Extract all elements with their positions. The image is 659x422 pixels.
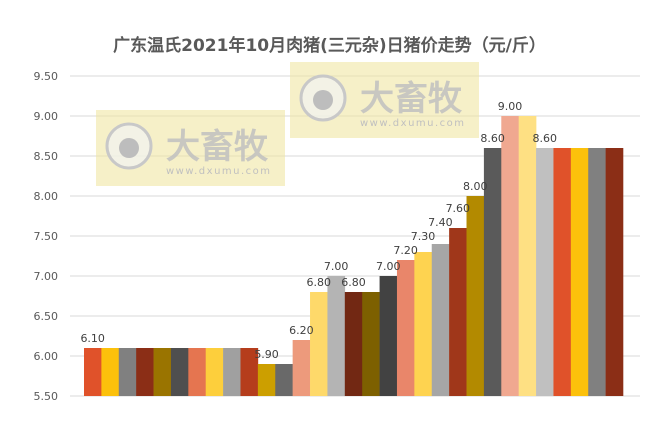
data-label: 9.00 — [498, 100, 523, 113]
watermark-logo-icon — [313, 90, 333, 110]
data-label: 7.00 — [376, 260, 401, 273]
bar — [118, 348, 137, 396]
bar — [205, 348, 224, 396]
bar — [292, 340, 311, 396]
y-tick-label: 5.50 — [34, 390, 59, 403]
bar — [605, 148, 624, 396]
bar — [518, 116, 537, 396]
bar — [466, 196, 485, 396]
watermark-url: www.dxumu.com — [360, 118, 466, 129]
bar — [536, 148, 554, 396]
bar — [379, 276, 398, 396]
watermark-url: www.dxumu.com — [166, 166, 272, 177]
bar — [431, 244, 450, 396]
bar — [449, 228, 467, 396]
bar — [153, 348, 172, 396]
y-tick-label: 7.00 — [34, 270, 59, 283]
bar — [588, 148, 606, 396]
data-label: 7.40 — [428, 216, 453, 229]
bar — [483, 148, 502, 396]
y-tick-label: 7.50 — [34, 230, 59, 243]
y-tick-label: 9.50 — [34, 70, 59, 83]
bar — [327, 276, 346, 396]
y-tick-label: 8.00 — [34, 190, 59, 203]
y-tick-label: 6.00 — [34, 350, 59, 363]
bar — [501, 116, 519, 396]
chart-title: 广东温氏2021年10月肉猪(三元杂)日猪价走势（元/斤） — [113, 36, 546, 56]
bar — [553, 148, 572, 396]
bar — [136, 348, 154, 396]
data-label: 6.80 — [341, 276, 366, 289]
data-label: 6.10 — [80, 332, 105, 345]
bar — [414, 252, 433, 396]
data-label: 8.60 — [533, 132, 558, 145]
bar — [396, 260, 415, 396]
data-label: 7.30 — [411, 230, 436, 243]
bar — [240, 348, 259, 396]
bar — [362, 292, 380, 396]
y-tick-label: 9.00 — [34, 110, 59, 123]
bar — [170, 348, 189, 396]
y-tick-label: 6.50 — [34, 310, 59, 323]
bar — [84, 348, 102, 396]
y-tick-label: 8.50 — [34, 150, 59, 163]
bar — [570, 148, 589, 396]
watermark-logo-text: 大畜牧 — [360, 79, 463, 119]
bar — [310, 292, 328, 396]
data-label: 5.90 — [254, 348, 279, 361]
data-label: 6.80 — [306, 276, 331, 289]
bar — [257, 364, 276, 396]
data-label: 7.00 — [324, 260, 349, 273]
watermark-logo-icon — [119, 138, 139, 158]
data-label: 6.20 — [289, 324, 314, 337]
bar — [344, 292, 363, 396]
bar — [223, 348, 241, 396]
bar — [275, 364, 293, 396]
watermark-logo-text: 大畜牧 — [166, 127, 269, 167]
data-label: 8.00 — [463, 180, 488, 193]
bar — [188, 348, 207, 396]
data-label: 8.60 — [480, 132, 505, 145]
data-label: 7.20 — [393, 244, 418, 257]
bar — [101, 348, 120, 396]
data-label: 7.60 — [446, 202, 471, 215]
